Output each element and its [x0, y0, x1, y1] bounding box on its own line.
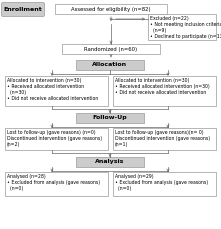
Text: Allocated to intervention (n=30)
• Received allocated intervention (n=30)
• Did : Allocated to intervention (n=30) • Recei… — [115, 78, 210, 95]
Text: Analysed (n=29)
• Excluded from analysis (gave reasons)
  (n=0): Analysed (n=29) • Excluded from analysis… — [115, 174, 208, 191]
Text: Enrollment: Enrollment — [4, 7, 42, 12]
FancyBboxPatch shape — [2, 3, 44, 16]
FancyBboxPatch shape — [76, 113, 144, 123]
FancyBboxPatch shape — [5, 172, 108, 196]
FancyBboxPatch shape — [62, 44, 160, 54]
Text: Lost to follow-up (gave reasons) (n=0)
Discontinued intervention (gave reasons)
: Lost to follow-up (gave reasons) (n=0) D… — [7, 130, 102, 147]
FancyBboxPatch shape — [76, 157, 144, 167]
Text: Analysed (n=28)
• Excluded from analysis (gave reasons)
  (n=0): Analysed (n=28) • Excluded from analysis… — [7, 174, 100, 191]
FancyBboxPatch shape — [113, 172, 216, 196]
Text: Allocation: Allocation — [92, 63, 128, 68]
Text: Randomized (n=60): Randomized (n=60) — [84, 46, 137, 52]
FancyBboxPatch shape — [5, 128, 108, 150]
Text: Follow-Up: Follow-Up — [93, 115, 127, 120]
FancyBboxPatch shape — [55, 4, 167, 14]
FancyBboxPatch shape — [113, 128, 216, 150]
Text: Lost to follow-up (gave reasons)(n= 0)
Discontinued intervention (gave reasons)
: Lost to follow-up (gave reasons)(n= 0) D… — [115, 130, 210, 147]
Text: Assessed for eligibility (n=82): Assessed for eligibility (n=82) — [71, 6, 151, 11]
Text: Analysis: Analysis — [95, 160, 125, 164]
FancyBboxPatch shape — [5, 76, 108, 106]
Text: Allocated to intervention (n=30)
• Received allocated intervention
  (n=30)
• Di: Allocated to intervention (n=30) • Recei… — [7, 78, 98, 101]
FancyBboxPatch shape — [148, 14, 216, 40]
FancyBboxPatch shape — [113, 76, 216, 106]
Text: Excluded (n=22)
• Not meeting inclusion criteria
  (n=9)
• Declined to participa: Excluded (n=22) • Not meeting inclusion … — [150, 16, 221, 39]
FancyBboxPatch shape — [76, 60, 144, 70]
